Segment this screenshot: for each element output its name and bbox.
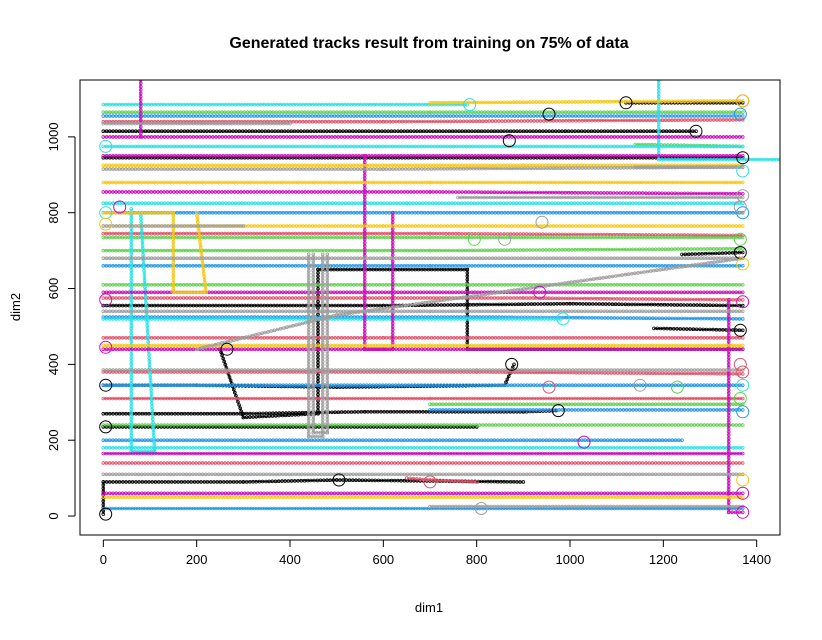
series-1 [102, 118, 744, 483]
plot-area [100, 79, 782, 520]
track-line [220, 270, 743, 418]
chart-title: Generated tracks result from training on… [229, 35, 628, 52]
